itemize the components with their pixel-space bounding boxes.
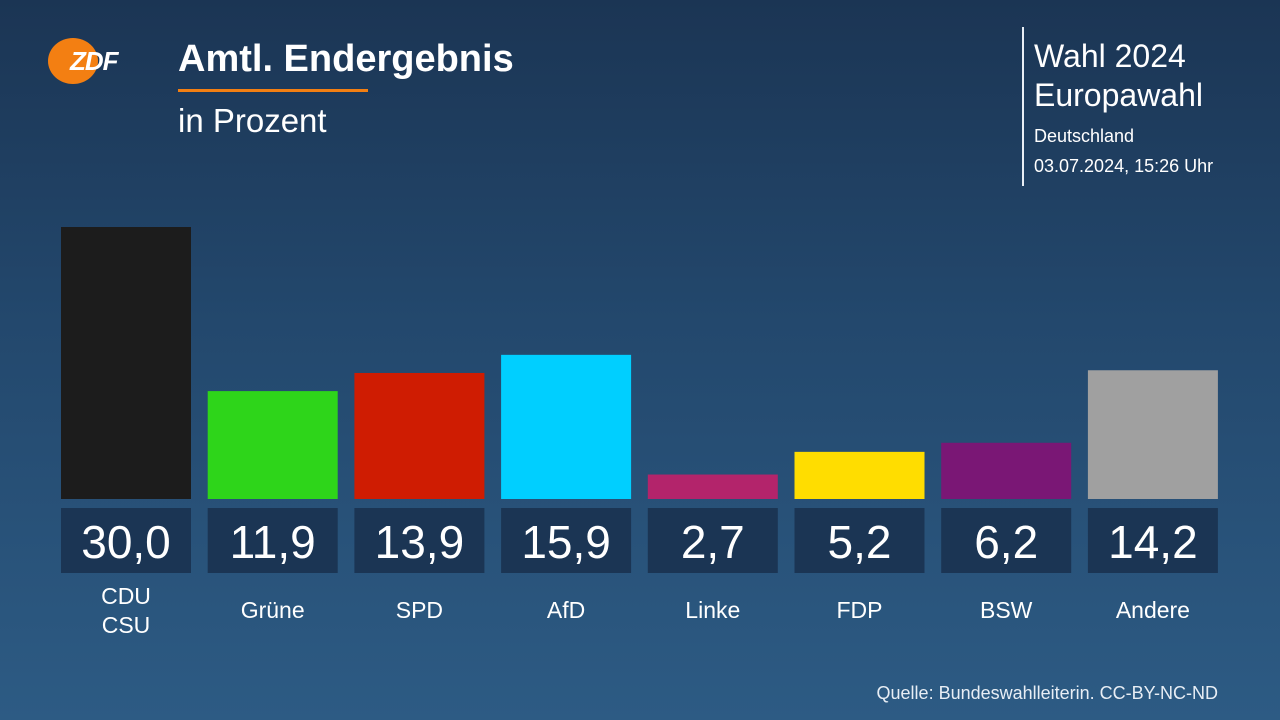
value-label-box	[1087, 508, 1218, 573]
title-underline	[178, 89, 368, 92]
value-label-box	[61, 508, 191, 573]
page-subtitle: in Prozent	[178, 102, 327, 139]
election-name: Europawahl	[1034, 77, 1203, 113]
category-label: CDU	[101, 583, 151, 609]
category-label: Grüne	[241, 597, 305, 623]
bar	[61, 227, 191, 499]
bar	[647, 474, 778, 499]
source-note: Quelle: Bundeswahlleiterin. CC-BY-NC-ND	[876, 683, 1218, 703]
info-divider	[1022, 27, 1024, 186]
category-label: Andere	[1116, 597, 1190, 623]
value-label-box	[354, 508, 485, 573]
value-label: 11,9	[230, 516, 316, 568]
category-label: Linke	[685, 597, 740, 623]
region-label: Deutschland	[1034, 126, 1135, 146]
zdf-logo-text: ZDF	[70, 46, 119, 76]
value-label: 15,9	[521, 516, 611, 568]
value-label: 2,7	[681, 516, 745, 568]
value-label-box	[647, 508, 778, 573]
category-label: CSU	[102, 612, 151, 638]
bar	[941, 442, 1072, 499]
category-label: AfD	[547, 597, 585, 623]
bar	[794, 451, 925, 499]
value-label-box	[794, 508, 925, 573]
value-label: 5,2	[828, 516, 892, 568]
bar	[1087, 370, 1218, 499]
bar	[501, 354, 632, 499]
value-label-box	[501, 508, 632, 573]
category-label: FDP	[837, 597, 883, 623]
election-year: Wahl 2024	[1034, 38, 1186, 74]
category-label: SPD	[396, 597, 443, 623]
value-label: 6,2	[974, 516, 1038, 568]
category-label: BSW	[980, 597, 1033, 623]
timestamp: 03.07.2024, 15:26 Uhr	[1034, 156, 1214, 176]
bar	[354, 372, 485, 499]
value-label-box	[941, 508, 1072, 573]
value-label-box	[207, 508, 338, 573]
value-label: 13,9	[375, 516, 465, 568]
zdf-logo	[48, 38, 98, 84]
value-label: 14,2	[1108, 516, 1198, 568]
page-title: Amtl. Endergebnis	[178, 38, 514, 80]
value-label: 30,0	[81, 516, 171, 568]
bar	[207, 391, 338, 499]
